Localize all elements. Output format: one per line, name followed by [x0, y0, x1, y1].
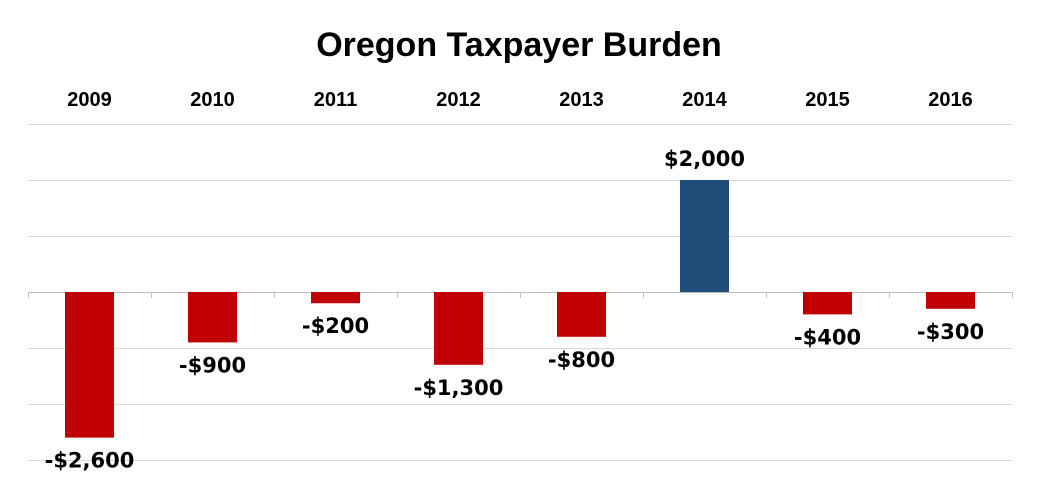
x-tick-labels: 2009 2010 2011 2012 2013 2014 2015 2016	[67, 89, 973, 111]
data-label-2010: -$900	[179, 353, 246, 377]
x-tick-label-2015: 2015	[805, 89, 850, 111]
x-tick-label-2013: 2013	[559, 89, 604, 111]
bar-2011	[311, 292, 360, 304]
data-label-2016: -$300	[917, 320, 984, 344]
x-tick-label-2009: 2009	[67, 89, 112, 111]
x-tick-label-2010: 2010	[190, 89, 235, 111]
bar-2010	[188, 292, 237, 343]
x-tick-label-2011: 2011	[314, 89, 357, 111]
data-label-2011: -$200	[302, 314, 369, 338]
bar-2014	[680, 180, 729, 292]
gridlines	[28, 124, 1013, 461]
data-label-2013: -$800	[548, 348, 615, 372]
bar-2015	[803, 292, 852, 315]
x-tick-label-2016: 2016	[928, 89, 973, 111]
bar-2013	[557, 292, 606, 337]
bar-2009	[65, 292, 114, 438]
bars	[65, 180, 975, 438]
chart-title: Oregon Taxpayer Burden	[316, 26, 722, 64]
x-tick-label-2012: 2012	[436, 89, 481, 111]
bar-2012	[434, 292, 483, 365]
data-label-2012: -$1,300	[414, 376, 504, 400]
x-tick-label-2014: 2014	[682, 89, 727, 111]
data-labels: -$2,600 -$900 -$200 -$1,300 -$800 $2,000 -$400…	[45, 147, 984, 473]
bar-2016	[926, 292, 975, 309]
data-label-2015: -$400	[794, 325, 861, 349]
data-label-2014: $2,000	[664, 147, 745, 171]
data-label-2009: -$2,600	[45, 449, 135, 473]
